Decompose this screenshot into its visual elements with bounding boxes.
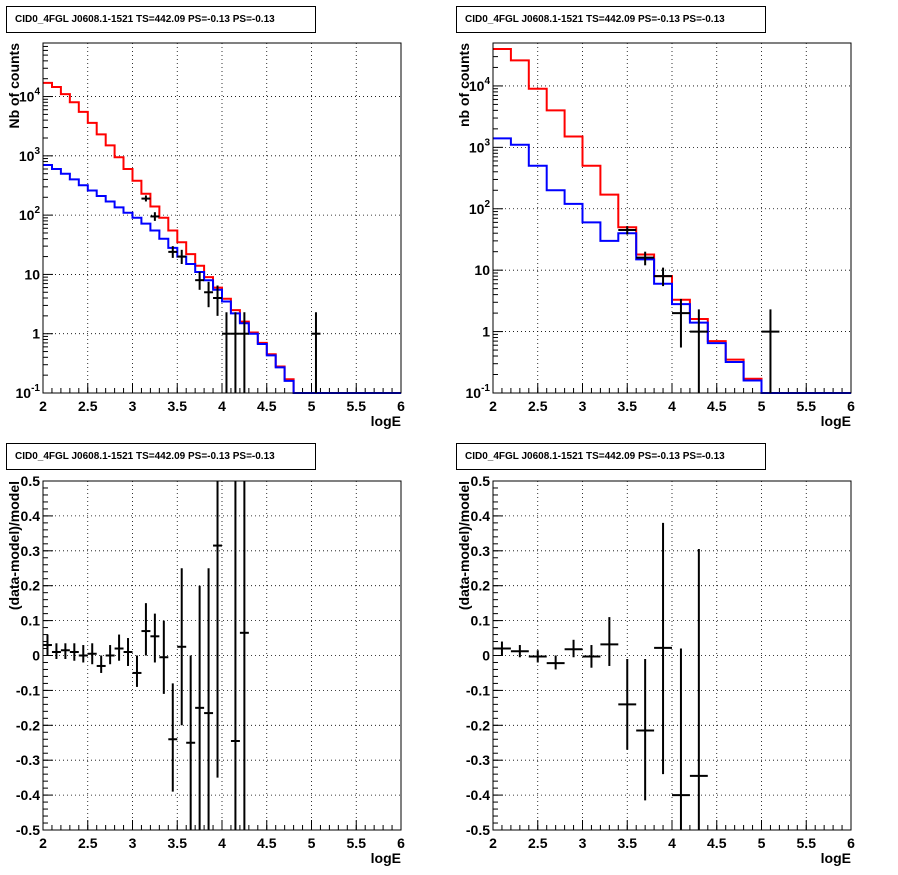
panel1-xtick-label: 2	[39, 398, 47, 414]
panel3-ytick-label: -0.1	[16, 682, 40, 698]
panel3-xlabel: logE	[371, 850, 401, 866]
panel4-xtick-label: 6	[847, 835, 855, 851]
panel4-xtick-label: 3	[579, 835, 587, 851]
panel3-xtick-label: 5	[308, 835, 316, 851]
panel-title-3: CID0_4FGL J0608.1-1521 TS=442.09 PS=-0.1…	[6, 443, 316, 470]
panel2-xtick-label: 5.5	[797, 398, 817, 414]
panel4-frame	[492, 480, 852, 831]
panel3-xtick-label: 2	[39, 835, 47, 851]
panel4-ytick-label: 0.1	[471, 613, 491, 629]
panel1-model-total-line	[43, 81, 401, 394]
panel2-ytick-label: 103	[469, 137, 491, 155]
panel2-model-component-line	[493, 137, 851, 394]
panel3-ytick-label: -0.5	[16, 822, 40, 838]
panel4-xtick-label: 5.5	[797, 835, 817, 851]
panel2-xtick-label: 4	[668, 398, 676, 414]
panel4-ytick-label: 0.4	[471, 508, 491, 524]
panel3-ytick-label: 0.4	[21, 508, 41, 524]
panel1-xtick-label: 3	[129, 398, 137, 414]
panel2-ytick-label: 1	[482, 324, 490, 340]
panel4-xlabel: logE	[821, 850, 851, 866]
panel1-ytick-label: 10	[24, 266, 40, 282]
panel3-xtick-label: 4	[218, 835, 226, 851]
panel3-ytick-label: 0.5	[21, 473, 41, 489]
panel3-xtick-label: 5.5	[347, 835, 367, 851]
panel2-ytick-label: 10	[474, 262, 490, 278]
panel2-xtick-label: 2.5	[528, 398, 548, 414]
panel4-ytick-label: 0.2	[471, 578, 491, 594]
panel2-ytick-label: 102	[469, 199, 491, 217]
panel2-xtick-label: 3	[579, 398, 587, 414]
panel2-frame	[492, 42, 852, 394]
panel4-xtick-label: 2	[489, 835, 497, 851]
panel1-ytick-label: 103	[19, 146, 41, 164]
panel3-xtick-label: 2.5	[78, 835, 98, 851]
panel4-ytick-label: -0.4	[466, 787, 490, 803]
panel2-model-total-line	[493, 48, 851, 394]
panel1-xtick-label: 5	[308, 398, 316, 414]
panel2-xlabel: logE	[821, 413, 851, 429]
panel1-xtick-label: 4.5	[257, 398, 277, 414]
panel1-ytick-label: 1	[32, 326, 40, 342]
panel-title-4: CID0_4FGL J0608.1-1521 TS=442.09 PS=-0.1…	[456, 443, 766, 470]
panel3-xtick-label: 3.5	[168, 835, 188, 851]
panel4-ytick-label: -0.5	[466, 822, 490, 838]
panel3-ylabel: (data-model)/model	[6, 481, 22, 610]
panel4-xtick-label: 4	[668, 835, 676, 851]
panel4-ytick-label: 0.5	[471, 473, 491, 489]
panel1-xtick-label: 4	[218, 398, 226, 414]
panel3-ytick-label: -0.2	[16, 717, 40, 733]
panel2-xtick-label: 2	[489, 398, 497, 414]
panel3-ytick-label: 0.1	[21, 613, 41, 629]
panel1-xlabel: logE	[371, 413, 401, 429]
panel2-xtick-label: 5	[758, 398, 766, 414]
panel1-xtick-label: 6	[397, 398, 405, 414]
panel1-ylabel: Nb of counts	[6, 43, 22, 129]
panel3-ytick-label: -0.4	[16, 787, 40, 803]
panel-title-2: CID0_4FGL J0608.1-1521 TS=442.09 PS=-0.1…	[456, 6, 766, 33]
panel2-xtick-label: 3.5	[618, 398, 638, 414]
panel1-ytick-label: 104	[19, 87, 41, 105]
panel3-ytick-label: 0	[32, 648, 40, 664]
panel3-xtick-label: 3	[129, 835, 137, 851]
panel2-xtick-label: 4.5	[707, 398, 727, 414]
panel2-ylabel: nb of counts	[456, 43, 472, 127]
panel2-ytick-label: 104	[469, 76, 491, 94]
panel4-xtick-label: 5	[758, 835, 766, 851]
panel1-ytick-label: 102	[19, 205, 41, 223]
panel3-ytick-label: 0.3	[21, 543, 41, 559]
panel3-ytick-label: 0.2	[21, 578, 41, 594]
panel4-xtick-label: 3.5	[618, 835, 638, 851]
panel1-ytick-label: 10-1	[16, 383, 41, 401]
panel1-xtick-label: 5.5	[347, 398, 367, 414]
panel1-xtick-label: 2.5	[78, 398, 98, 414]
panel4-ytick-label: 0.3	[471, 543, 491, 559]
panel3-xtick-label: 6	[397, 835, 405, 851]
panel3-ytick-label: -0.3	[16, 752, 40, 768]
panel1-frame	[42, 42, 402, 394]
panel-title-1: CID0_4FGL J0608.1-1521 TS=442.09 PS=-0.1…	[6, 6, 316, 33]
panel4-ytick-label: -0.1	[466, 682, 490, 698]
panel2-xtick-label: 6	[847, 398, 855, 414]
panel2-ytick-label: 10-1	[466, 383, 491, 401]
panel4-ytick-label: 0	[482, 648, 490, 664]
panel4-ylabel: (data-model)/model	[456, 481, 472, 610]
panel4-ytick-label: -0.2	[466, 717, 490, 733]
panel1-xtick-label: 3.5	[168, 398, 188, 414]
panel4-xtick-label: 2.5	[528, 835, 548, 851]
panel3-frame	[42, 480, 402, 831]
panel3-xtick-label: 4.5	[257, 835, 277, 851]
panel4-xtick-label: 4.5	[707, 835, 727, 851]
panel4-ytick-label: -0.3	[466, 752, 490, 768]
